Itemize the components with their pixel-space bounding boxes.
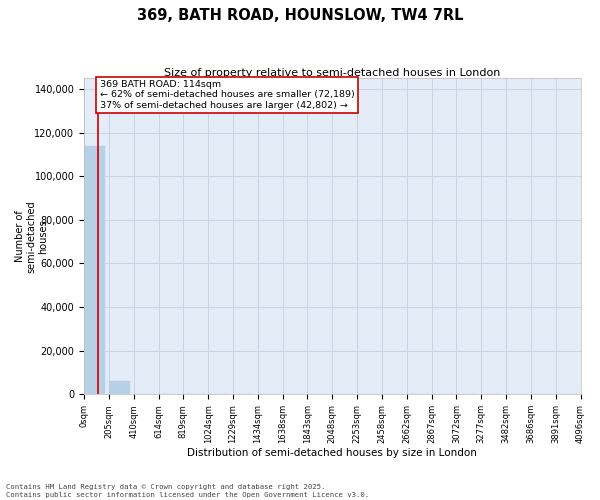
Bar [109,380,130,394]
Text: 369 BATH ROAD: 114sqm
← 62% of semi-detached houses are smaller (72,189)
37% of : 369 BATH ROAD: 114sqm ← 62% of semi-deta… [100,80,355,110]
Text: Contains HM Land Registry data © Crown copyright and database right 2025.
Contai: Contains HM Land Registry data © Crown c… [6,484,369,498]
Text: 369, BATH ROAD, HOUNSLOW, TW4 7RL: 369, BATH ROAD, HOUNSLOW, TW4 7RL [137,8,463,22]
X-axis label: Distribution of semi-detached houses by size in London: Distribution of semi-detached houses by … [187,448,477,458]
Title: Size of property relative to semi-detached houses in London: Size of property relative to semi-detach… [164,68,500,78]
Bar [84,146,105,394]
Y-axis label: Number of
semi-detached
houses: Number of semi-detached houses [15,200,48,272]
